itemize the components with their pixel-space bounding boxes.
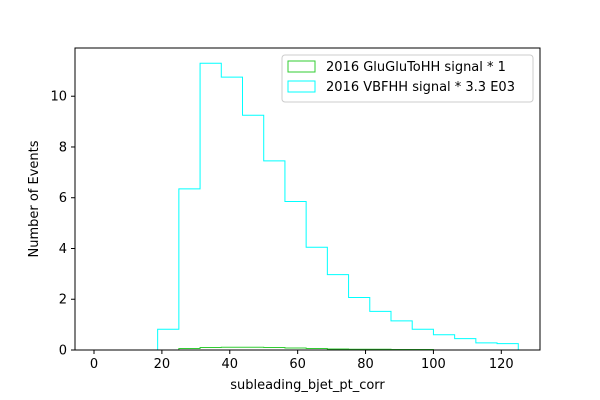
legend-swatch-vbf bbox=[287, 80, 316, 93]
y-axis-label: Number of Events bbox=[27, 140, 42, 257]
legend-label-vbf: 2016 VBFHH signal * 3.3 E03 bbox=[326, 80, 515, 95]
x-axis-ticks: 0 20 40 60 80 100 120 bbox=[90, 350, 514, 372]
legend-swatch-gluglu bbox=[287, 60, 316, 73]
legend-box bbox=[281, 54, 534, 103]
y-tick-label: 10 bbox=[50, 90, 67, 105]
y-tick-label: 6 bbox=[59, 191, 67, 206]
legend: 2016 GluGluToHH signal * 1 2016 VBFHH si… bbox=[281, 54, 534, 103]
plot-frame bbox=[74, 47, 541, 351]
series-step-1 bbox=[94, 62, 519, 351]
x-tick-label: 60 bbox=[289, 357, 306, 372]
y-axis-ticks: 0 2 4 6 8 10 bbox=[50, 90, 75, 359]
y-tick-label: 2 bbox=[59, 293, 67, 308]
series-layer bbox=[94, 62, 519, 351]
legend-label-gluglu: 2016 GluGluToHH signal * 1 bbox=[326, 60, 506, 75]
series-step-0 bbox=[94, 346, 434, 351]
y-tick-label: 8 bbox=[59, 140, 67, 155]
x-tick-label: 20 bbox=[154, 357, 171, 372]
x-tick-label: 40 bbox=[222, 357, 239, 372]
x-tick-label: 80 bbox=[357, 357, 374, 372]
x-axis-label: subleading_bjet_pt_corr bbox=[230, 378, 385, 393]
x-tick-label: 100 bbox=[421, 357, 446, 372]
x-tick-label: 0 bbox=[90, 357, 98, 372]
x-tick-label: 120 bbox=[489, 357, 514, 372]
y-tick-label: 4 bbox=[59, 242, 67, 257]
y-tick-label: 0 bbox=[59, 344, 67, 359]
